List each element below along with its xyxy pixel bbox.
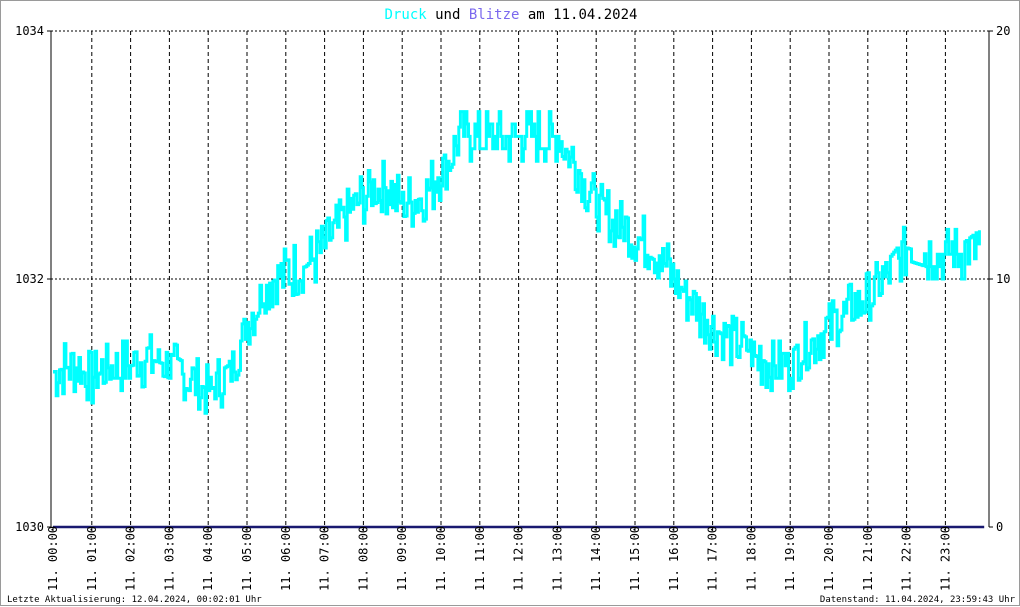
x-tick-label: 11. 18:00 bbox=[744, 526, 758, 591]
tick-labels: 1030 0 1032 10 1034 20 11. 00:00 11. 01:00 11. 0… bbox=[15, 24, 1010, 591]
x-tick-label: 11. 14:00 bbox=[589, 526, 603, 591]
y-right-tick-label: 10 bbox=[996, 272, 1010, 286]
x-tick-label: 11. 15:00 bbox=[628, 526, 642, 591]
axes bbox=[47, 30, 993, 531]
x-tick-label: 11. 23:00 bbox=[938, 526, 952, 591]
x-tick-label: 11. 22:00 bbox=[900, 526, 914, 591]
footer-data-status: Datenstand: 11.04.2024, 23:59:43 Uhr bbox=[820, 595, 1016, 605]
x-tick-label: 11. 13:00 bbox=[550, 526, 564, 591]
x-tick-label: 11. 12:00 bbox=[512, 526, 526, 591]
x-tick-label: 11. 16:00 bbox=[667, 526, 681, 591]
x-tick-label: 11. 17:00 bbox=[706, 526, 720, 591]
x-tick-label: 11. 20:00 bbox=[822, 526, 836, 591]
x-tick-label: 11. 07:00 bbox=[318, 526, 332, 591]
x-tick-label: 11. 00:00 bbox=[46, 526, 60, 591]
footer-last-update: Letzte Aktualisierung: 12.04.2024, 00:02… bbox=[7, 595, 262, 605]
grid-lines bbox=[51, 30, 989, 527]
x-tick-label: 11. 05:00 bbox=[240, 526, 254, 591]
x-tick-label: 11. 11:00 bbox=[473, 526, 487, 591]
y-right-tick-label: 20 bbox=[996, 24, 1010, 38]
y-left-tick-label: 1030 bbox=[15, 520, 44, 534]
x-tick-label: 11. 10:00 bbox=[434, 526, 448, 591]
y-left-tick-label: 1034 bbox=[15, 24, 44, 38]
title-und: und bbox=[427, 7, 469, 23]
y-right-tick-label: 0 bbox=[996, 520, 1003, 534]
x-tick-label: 11. 03:00 bbox=[162, 526, 176, 591]
x-tick-label: 11. 19:00 bbox=[783, 526, 797, 591]
x-tick-label: 11. 08:00 bbox=[356, 526, 370, 591]
x-tick-label: 11. 02:00 bbox=[124, 526, 138, 591]
x-tick-label: 11. 01:00 bbox=[85, 526, 99, 591]
x-tick-label: 11. 09:00 bbox=[395, 526, 409, 591]
x-tick-label: 11. 04:00 bbox=[201, 526, 215, 591]
series-druck-line bbox=[53, 110, 981, 415]
title-blitze: Blitze bbox=[469, 7, 520, 23]
x-tick-label: 11. 06:00 bbox=[279, 526, 293, 591]
y-left-tick-label: 1032 bbox=[15, 272, 44, 286]
chart-title: Druck und Blitze am 11.04.2024 bbox=[385, 7, 638, 23]
title-druck: Druck bbox=[385, 7, 428, 23]
x-tick-label: 11. 21:00 bbox=[861, 526, 875, 591]
title-date: am 11.04.2024 bbox=[519, 7, 637, 23]
